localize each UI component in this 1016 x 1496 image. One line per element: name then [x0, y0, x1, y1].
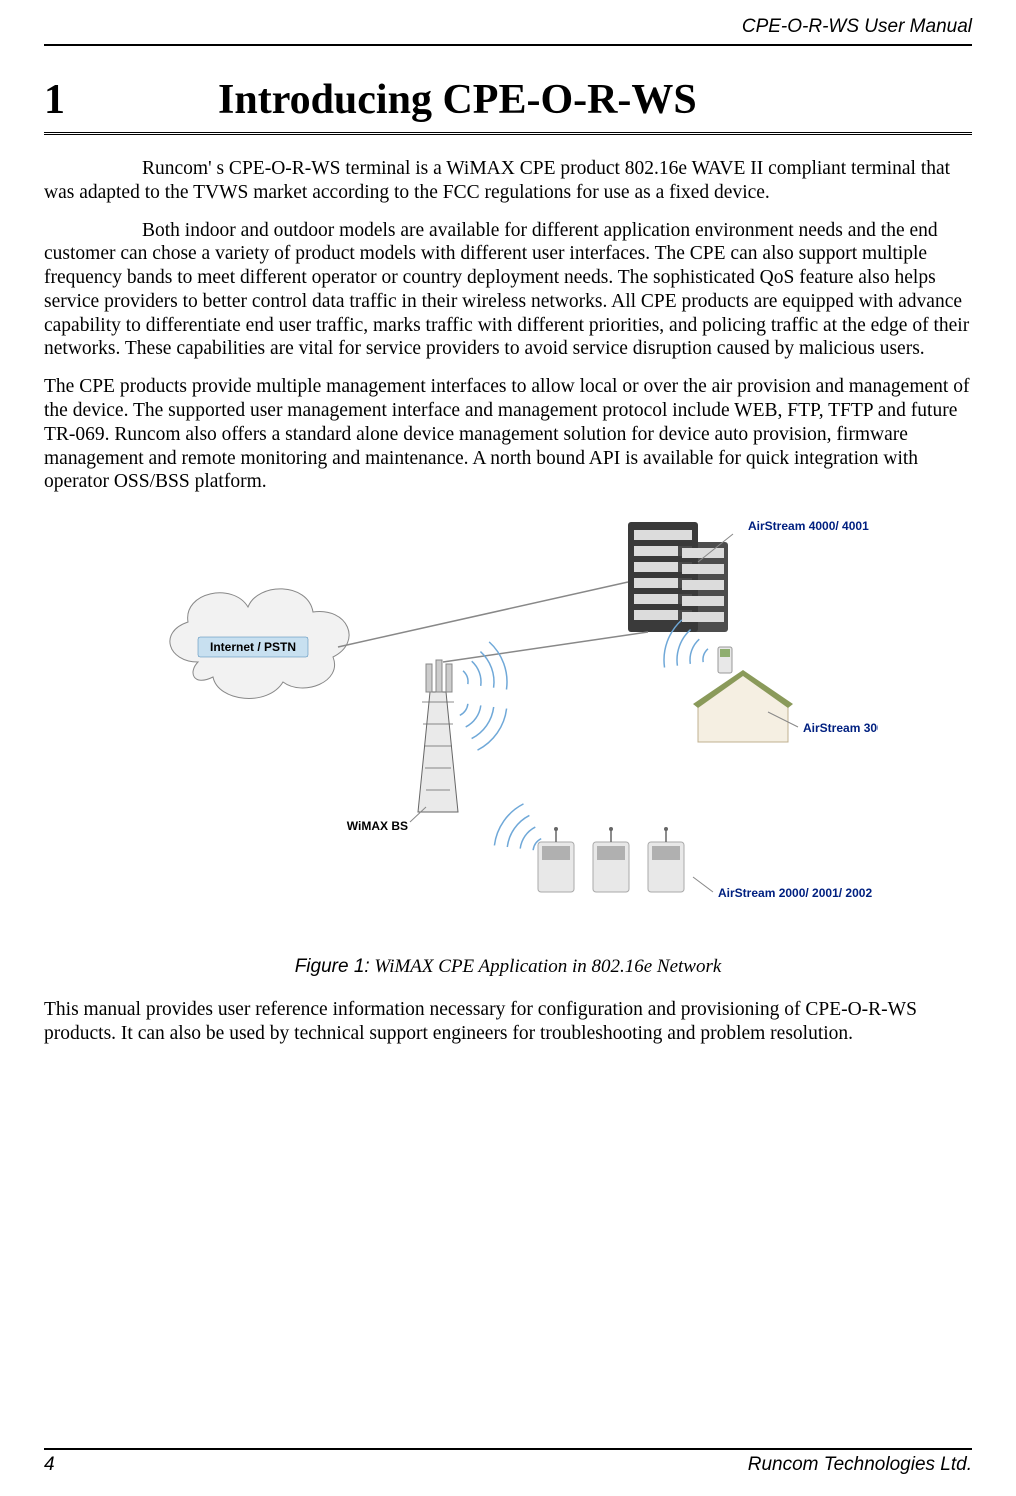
paragraph-2: Both indoor and outdoor models are avail… [44, 219, 972, 362]
chapter-title: Introducing CPE-O-R-WS [218, 76, 697, 124]
footer-rule [44, 1448, 972, 1450]
chapter-heading: 1 Introducing CPE-O-R-WS [44, 76, 972, 124]
figure-1-caption: Figure 1: WiMAX CPE Application in 802.1… [44, 956, 972, 978]
chapter-number: 1 [44, 76, 218, 124]
svg-text:AirStream 3002: AirStream 3002 [803, 721, 878, 735]
header-rule [44, 44, 972, 46]
figure-caption-text: WiMAX CPE Application in 802.16e Network [370, 956, 722, 977]
footer-page-number: 4 [44, 1454, 55, 1476]
figure-1: Internet / PSTN AirStream 4000/ 4001 WiMAX… [138, 512, 878, 942]
footer-company: Runcom Technologies Ltd. [748, 1454, 972, 1476]
header-text: CPE-O-R-WS User Manual [44, 16, 972, 44]
paragraph-4: This manual provides user reference info… [44, 998, 972, 1046]
svg-text:WiMAX BS: WiMAX BS [347, 819, 408, 833]
paragraph-3: The CPE products provide multiple manage… [44, 375, 972, 494]
paragraph-1: Runcom' s CPE-O-R-WS terminal is a WiMAX… [44, 157, 972, 205]
figure-label: Figure 1: [295, 956, 370, 977]
svg-text:AirStream 4000/ 4001: AirStream 4000/ 4001 [748, 519, 869, 533]
chapter-rule [44, 132, 972, 135]
figure-1-svg: Internet / PSTN AirStream 4000/ 4001 WiMAX… [138, 512, 878, 942]
page-footer: 4 Runcom Technologies Ltd. [44, 1448, 972, 1476]
svg-text:Internet / PSTN: Internet / PSTN [210, 640, 296, 654]
page-header: CPE-O-R-WS User Manual [44, 16, 972, 46]
svg-text:AirStream 2000/ 2001/ 2002: AirStream 2000/ 2001/ 2002 [718, 886, 872, 900]
